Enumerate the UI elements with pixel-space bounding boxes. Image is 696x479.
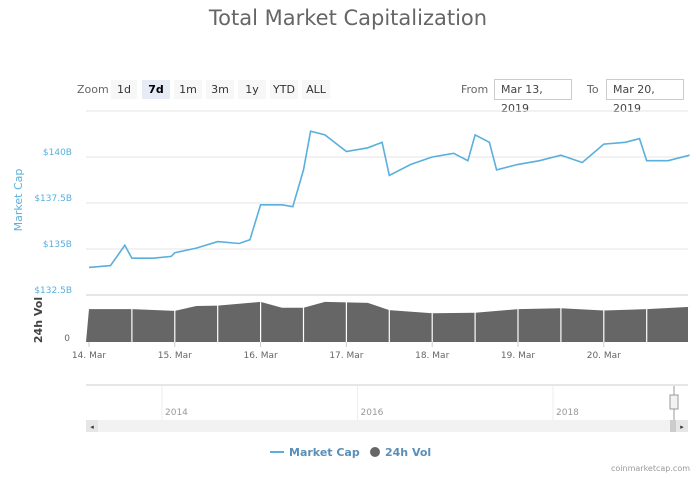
volume-axis-title: 24h Vol <box>32 297 45 343</box>
zoom-ytd-button[interactable]: YTD <box>270 80 298 99</box>
volume-area <box>86 301 690 342</box>
arrow-right-icon: ▸ <box>680 423 684 431</box>
arrow-left-icon: ◂ <box>90 423 94 431</box>
volume-tick-label: 0 <box>64 334 70 344</box>
credit-link[interactable]: coinmarketcap.com <box>611 464 690 473</box>
scrollbar-left-button[interactable] <box>86 420 98 432</box>
zoom-1y-button[interactable]: 1y <box>238 80 266 99</box>
x-tick-label: 19. Mar <box>501 351 535 361</box>
navigator-year-label: 2014 <box>165 408 188 418</box>
to-label: To <box>587 83 599 96</box>
to-date-input[interactable]: Mar 20, 2019 <box>606 79 684 115</box>
from-label: From <box>461 83 489 96</box>
zoom-3m-button[interactable]: 3m <box>206 80 234 99</box>
from-date-input[interactable]: Mar 13, 2019 <box>494 79 572 115</box>
legend-circle-icon <box>370 447 380 457</box>
x-tick-label: 14. Mar <box>72 351 106 361</box>
navigator-year-label: 2016 <box>361 408 384 418</box>
x-tick-label: 20. Mar <box>587 351 621 361</box>
y-tick-label: $135B <box>43 240 72 250</box>
scrollbar-track[interactable] <box>86 420 688 432</box>
zoom-1m-button[interactable]: 1m <box>174 80 202 99</box>
market-cap-axis-title: Market Cap <box>12 169 25 232</box>
legend-24h-vol[interactable]: 24h Vol <box>385 446 431 459</box>
zoom-1d-button[interactable]: 1d <box>111 80 137 99</box>
navigator-handle[interactable] <box>669 394 679 410</box>
zoom-7d-button[interactable]: 7d <box>142 80 170 99</box>
scrollbar-right-button[interactable] <box>676 420 688 432</box>
navigator-year-label: 2018 <box>556 408 579 418</box>
market-cap-line <box>88 130 690 269</box>
zoom-label: Zoom <box>77 83 109 96</box>
x-tick-label: 16. Mar <box>244 351 278 361</box>
x-tick-label: 17. Mar <box>329 351 363 361</box>
x-tick-label: 18. Mar <box>415 351 449 361</box>
chart-title: Total Market Capitalization <box>208 6 488 30</box>
y-tick-label: $140B <box>43 148 72 158</box>
y-tick-label: $132.5B <box>34 286 72 296</box>
y-tick-label: $137.5B <box>34 194 72 204</box>
legend-market-cap[interactable]: Market Cap <box>289 446 360 459</box>
x-tick-label: 15. Mar <box>158 351 192 361</box>
zoom-all-button[interactable]: ALL <box>302 80 330 99</box>
